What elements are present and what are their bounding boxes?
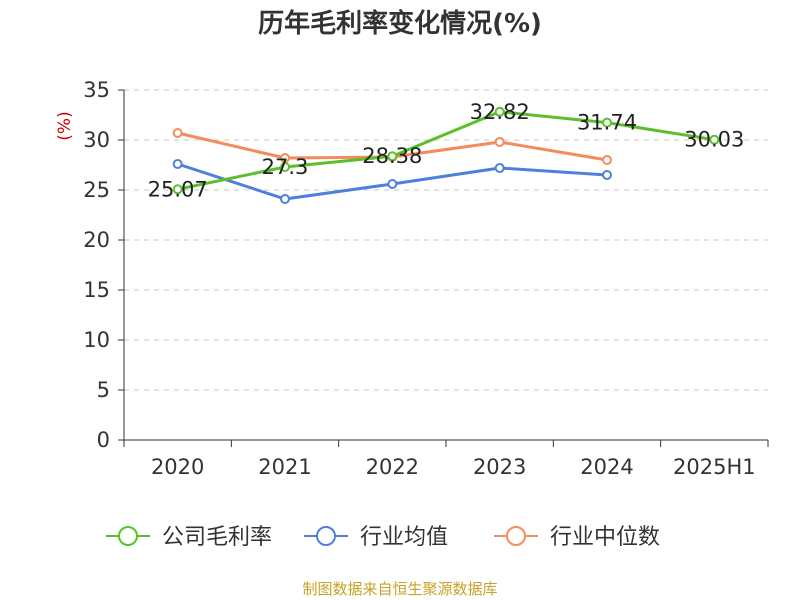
- source-note: 制图数据来自恒生聚源数据库: [302, 580, 497, 598]
- legend-item[interactable]: 行业中位数: [494, 525, 660, 550]
- data-label: 30.03: [684, 128, 744, 152]
- legend-marker-icon: [506, 526, 526, 546]
- data-labels: 25.07 27.3 28.38 32.82 31.74 30.03: [148, 100, 745, 202]
- data-point: [494, 106, 505, 117]
- data-point: [494, 163, 505, 173]
- x-tick-label: 2021: [258, 455, 311, 479]
- x-tick-label: 2022: [366, 455, 419, 479]
- legend-marker-icon: [118, 526, 138, 546]
- data-point: [172, 128, 183, 138]
- y-tick-label: 5: [97, 378, 110, 402]
- chart-title: 历年毛利率变化情况(%): [258, 8, 542, 39]
- y-tick-label: 35: [83, 78, 110, 102]
- data-point: [602, 170, 612, 180]
- series-lines: [172, 106, 720, 204]
- data-point: [387, 151, 398, 162]
- legend-item[interactable]: 行业均值: [304, 525, 448, 550]
- y-tick-label: 30: [83, 128, 110, 152]
- grid-lines: [124, 89, 768, 391]
- data-point: [709, 134, 720, 145]
- y-tick-label: 15: [83, 278, 110, 302]
- series-line: [177, 110, 715, 191]
- data-point: [280, 194, 290, 204]
- data-point: [494, 137, 505, 147]
- data-point: [280, 162, 290, 172]
- y-axis-label: (%): [55, 111, 75, 140]
- x-tick-label: 2025H1: [673, 455, 756, 479]
- y-tick-label: 10: [83, 328, 110, 352]
- y-tick-label: 0: [97, 428, 110, 452]
- data-label: 31.74: [577, 111, 637, 135]
- x-tick-label: 2024: [580, 455, 633, 479]
- legend-item[interactable]: 公司毛利率: [106, 525, 272, 550]
- data-point: [172, 159, 183, 169]
- y-tick-label: 25: [83, 178, 110, 202]
- data-label: 27.3: [262, 155, 309, 179]
- data-point: [172, 184, 183, 195]
- legend-label: 行业均值: [360, 525, 448, 550]
- data-label: 25.07: [148, 177, 208, 201]
- data-label: 28.38: [362, 144, 422, 168]
- data-point: [602, 155, 612, 165]
- legend-label: 行业中位数: [550, 525, 660, 550]
- data-point: [387, 179, 398, 189]
- x-tick-label: 2020: [151, 455, 204, 479]
- y-tick-label: 20: [83, 228, 110, 252]
- x-tick-label: 2023: [473, 455, 526, 479]
- data-label: 32.82: [470, 100, 530, 124]
- legend-label: 公司毛利率: [162, 525, 272, 550]
- axes: 0 5 10 15 20 25 30 35 2020 2021 2022 2023 2024 2025H1: [83, 78, 769, 479]
- legend[interactable]: 公司毛利率 行业均值 行业中位数: [106, 525, 660, 550]
- legend-marker-icon: [316, 526, 336, 546]
- data-point: [602, 117, 612, 128]
